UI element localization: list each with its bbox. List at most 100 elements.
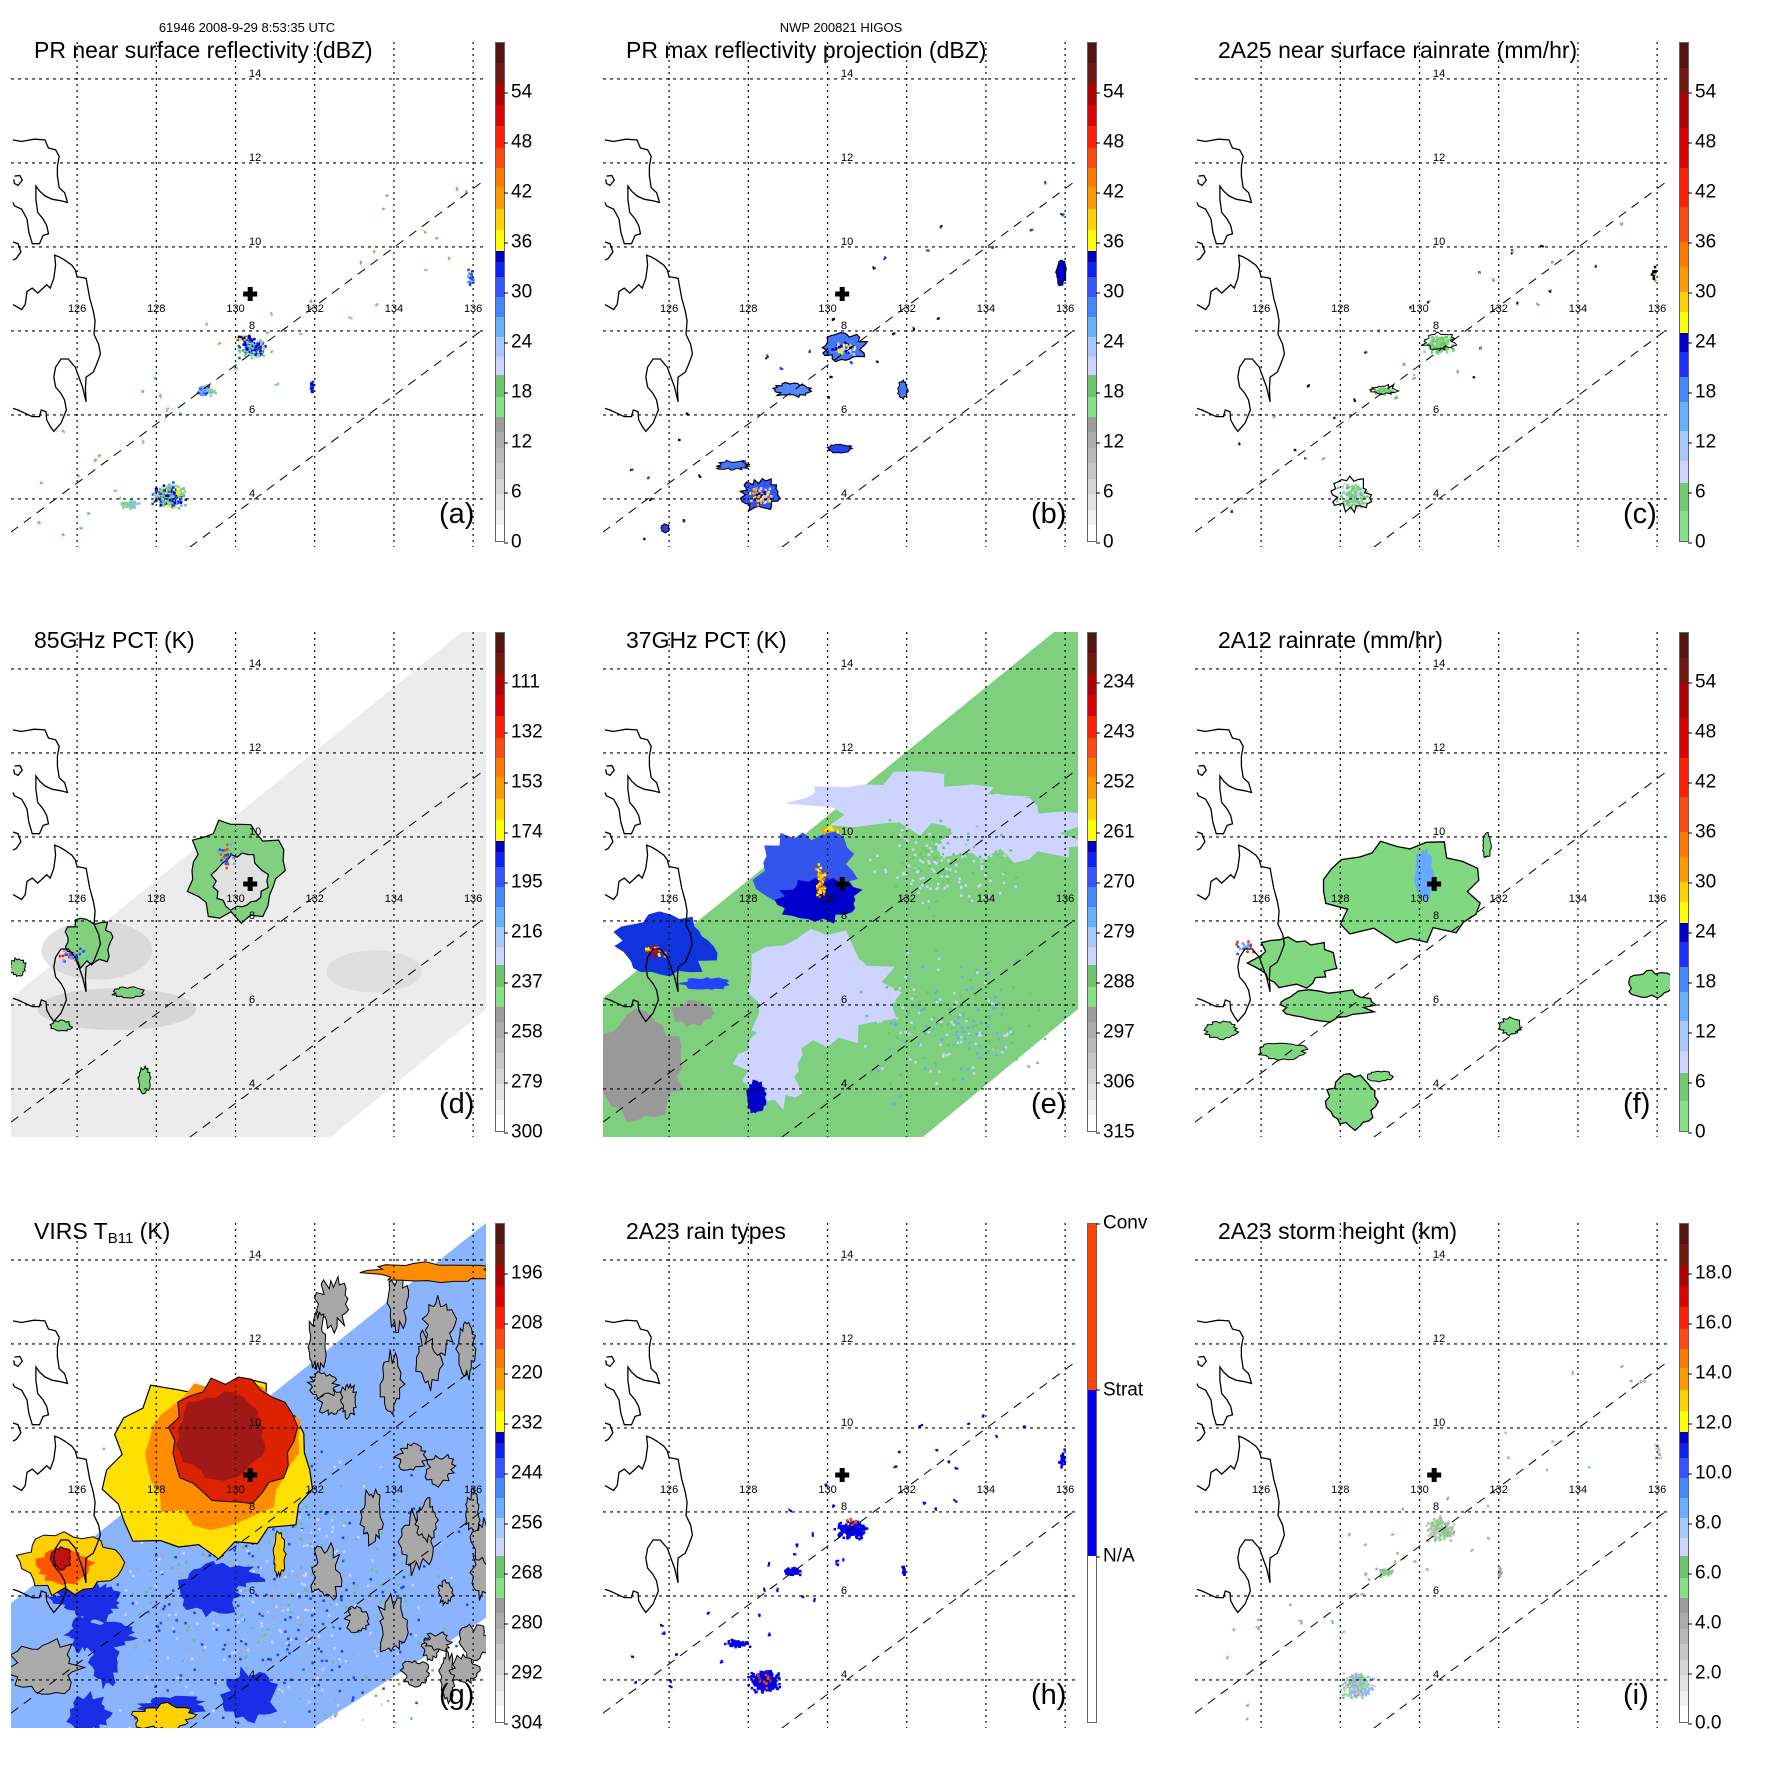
colorbar-segment bbox=[1088, 494, 1096, 510]
colorbar-segment bbox=[496, 867, 504, 887]
pr-swath-edges bbox=[1195, 180, 1669, 547]
longitude-label: 126 bbox=[68, 1484, 86, 1496]
longitude-label: 132 bbox=[1490, 303, 1508, 315]
colorbar-segment bbox=[1088, 84, 1096, 105]
colorbar-segment bbox=[1680, 377, 1688, 402]
colorbar-tick-label: 132 bbox=[511, 723, 543, 742]
colorbar-segment bbox=[496, 758, 504, 778]
longitude-label: 136 bbox=[464, 1484, 482, 1496]
panel-title: 85GHz PCT (K) bbox=[34, 629, 195, 652]
colorbar-tick-label: 10.0 bbox=[1695, 1464, 1732, 1483]
colorbar-segment bbox=[1088, 1556, 1096, 1722]
colorbar-segment bbox=[496, 1660, 504, 1676]
colorbar-tick-label: 12 bbox=[1695, 433, 1716, 452]
data-layer bbox=[631, 1414, 1066, 1694]
longitude-label: 128 bbox=[1331, 893, 1349, 905]
data-layer bbox=[1231, 222, 1657, 513]
colorbar-segment bbox=[1680, 1629, 1688, 1645]
colorbar-segment bbox=[1088, 337, 1096, 357]
colorbar-segment bbox=[496, 168, 504, 188]
colorbar-tick-label: 30 bbox=[511, 283, 532, 302]
colorbar-segment bbox=[496, 1498, 504, 1518]
colorbar-segment bbox=[1088, 317, 1096, 337]
storm-center-marker-icon bbox=[243, 287, 257, 301]
colorbar-segment bbox=[1680, 658, 1688, 683]
colorbar-tick-label: 42 bbox=[511, 183, 532, 202]
panel-letter: (a) bbox=[439, 500, 474, 529]
colorbar-segment bbox=[1088, 852, 1096, 867]
colorbar-segment bbox=[496, 209, 504, 230]
latitude-label: 4 bbox=[841, 1078, 847, 1090]
colorbar-segment bbox=[1680, 1390, 1688, 1411]
latitude-label: 14 bbox=[841, 68, 853, 80]
colorbar-segment bbox=[1088, 738, 1096, 758]
pr-swath-edges bbox=[603, 180, 1077, 547]
colorbar-segment bbox=[1088, 448, 1096, 464]
storm-name-header: NWP 200821 HIGOS bbox=[780, 21, 903, 34]
colorbar-segment bbox=[1680, 1613, 1688, 1629]
data-region bbox=[1499, 1017, 1521, 1036]
colorbar-tick-label: 315 bbox=[1103, 1123, 1135, 1142]
longitude-label: 128 bbox=[739, 893, 757, 905]
longitude-label: 126 bbox=[1252, 303, 1270, 315]
panel-title-text: 2A23 rain types bbox=[626, 1218, 786, 1244]
panel-title-text: 85GHz PCT (K) bbox=[34, 627, 195, 653]
colorbar-tick-label: 6.0 bbox=[1695, 1564, 1721, 1583]
colorbar-tick-label: Conv bbox=[1103, 1214, 1147, 1233]
panel-title-subscript: B11 bbox=[108, 1230, 134, 1247]
longitude-label: 132 bbox=[1490, 1484, 1508, 1496]
latitude-label: 10 bbox=[841, 1417, 853, 1429]
latitude-label: 10 bbox=[841, 236, 853, 248]
colorbar-tick-label: 16.0 bbox=[1695, 1314, 1732, 1333]
colorbar-segment bbox=[496, 1443, 504, 1458]
colorbar-tick-label: 288 bbox=[1103, 973, 1135, 992]
colorbar-segment bbox=[496, 633, 504, 653]
latitude-label: 8 bbox=[841, 320, 847, 332]
colorbar-tick-label: 54 bbox=[1695, 673, 1716, 692]
colorbar-segment bbox=[496, 653, 504, 674]
colorbar-segment bbox=[496, 799, 504, 820]
colorbar-segment bbox=[1088, 1084, 1096, 1100]
colorbar-segment bbox=[496, 148, 504, 168]
colorbar-segment bbox=[1088, 1038, 1096, 1054]
panel-title: 2A23 storm height (km) bbox=[1218, 1220, 1457, 1243]
colorbar-tick-label: N/A bbox=[1103, 1547, 1135, 1566]
colorbar-segment bbox=[496, 738, 504, 758]
data-region bbox=[112, 987, 144, 998]
longitude-label: 130 bbox=[226, 893, 244, 905]
latitude-label: 4 bbox=[1433, 1078, 1439, 1090]
colorbar-segment bbox=[1680, 1329, 1688, 1349]
colorbar-segment bbox=[496, 262, 504, 277]
colorbar-segment bbox=[1680, 1349, 1688, 1369]
colorbar-segment bbox=[496, 1244, 504, 1265]
colorbar-segment bbox=[496, 1598, 504, 1614]
longitude-label: 128 bbox=[1331, 303, 1349, 315]
colorbar-tick-label: 268 bbox=[511, 1564, 543, 1583]
longitude-label: 128 bbox=[147, 1484, 165, 1496]
latitude-label: 10 bbox=[1433, 1417, 1445, 1429]
data-region bbox=[1325, 1074, 1378, 1131]
longitude-label: 134 bbox=[977, 303, 995, 315]
panel-letter: (i) bbox=[1623, 1681, 1649, 1710]
latitude-label: 6 bbox=[841, 994, 847, 1006]
colorbar-tick-label: 0 bbox=[1695, 1123, 1706, 1142]
colorbar-segment bbox=[1680, 857, 1688, 882]
latitude-label: 6 bbox=[841, 404, 847, 416]
latitude-label: 8 bbox=[1433, 910, 1439, 922]
colorbar-segment bbox=[1088, 867, 1096, 887]
colorbar-tick-label: 6 bbox=[1695, 483, 1706, 502]
data-region bbox=[773, 383, 811, 398]
latitude-label: 14 bbox=[1433, 658, 1445, 670]
colorbar-segment bbox=[1088, 799, 1096, 820]
longitude-label: 132 bbox=[306, 1484, 324, 1496]
colorbar-segment bbox=[1680, 312, 1688, 333]
colorbar-segment bbox=[1088, 209, 1096, 230]
colorbar-segment bbox=[496, 1411, 504, 1432]
colorbar-segment bbox=[1680, 902, 1688, 923]
colorbar-segment bbox=[496, 251, 504, 262]
storm-center-marker-icon bbox=[835, 287, 849, 301]
latitude-label: 14 bbox=[841, 1249, 853, 1261]
